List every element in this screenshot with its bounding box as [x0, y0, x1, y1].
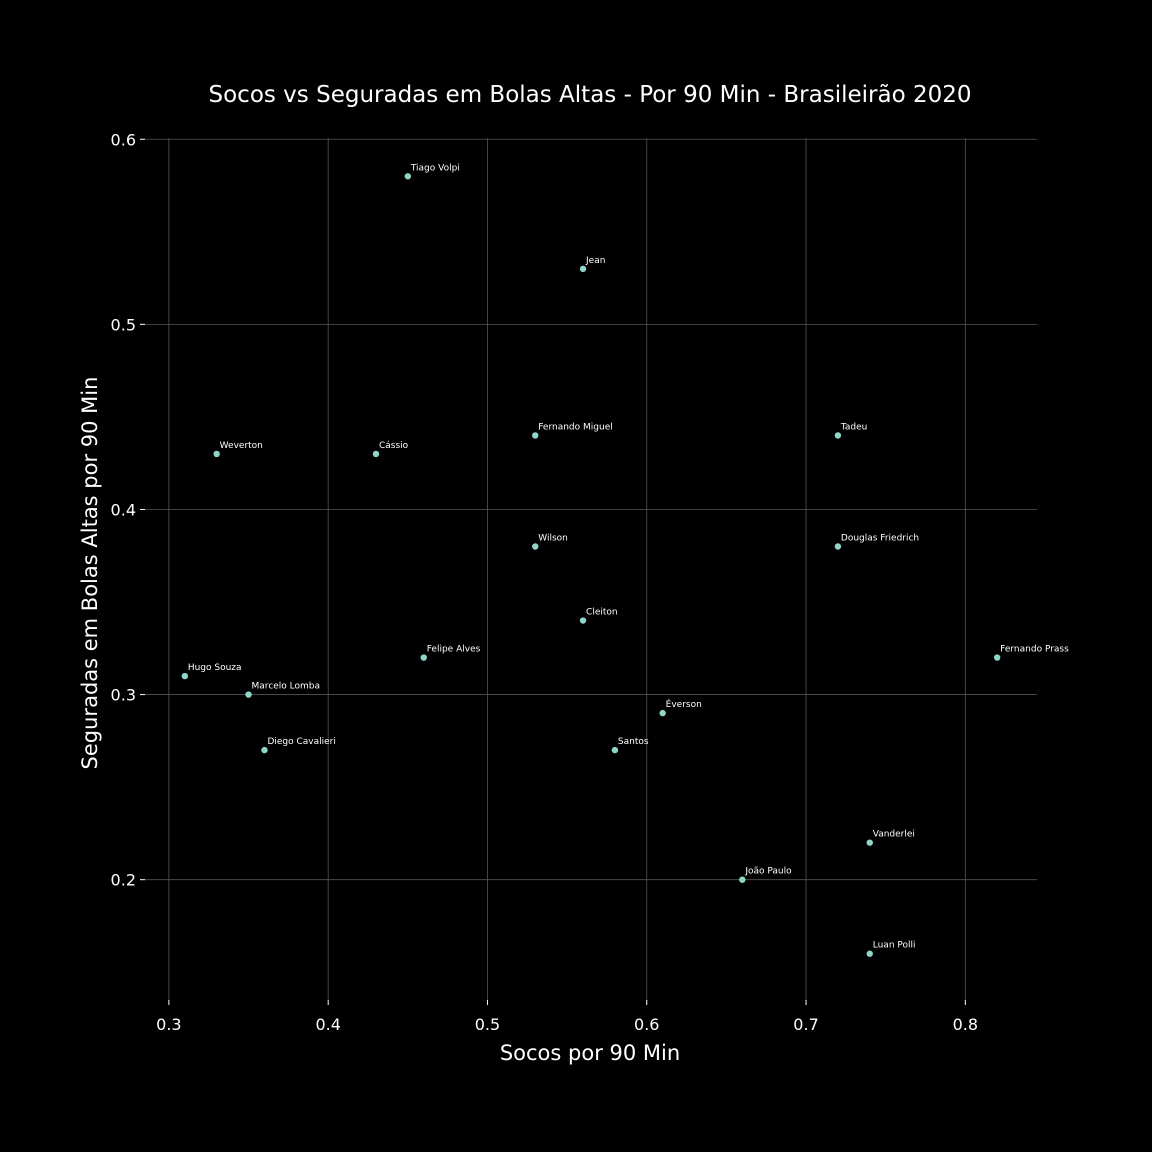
x-axis-label: Socos por 90 Min [500, 1041, 680, 1065]
data-point [420, 654, 427, 661]
data-point [404, 173, 412, 180]
data-point [532, 432, 539, 439]
y-tick-label: 0.5 [111, 315, 136, 334]
data-point [739, 876, 746, 883]
grid [145, 138, 1037, 1000]
data-point-label: Tiago Volpi [410, 163, 460, 173]
data-point [866, 839, 873, 846]
data-point [213, 450, 220, 458]
data-point [261, 746, 268, 754]
data-points [181, 173, 1001, 957]
data-point-label: Weverton [220, 441, 263, 451]
x-tick-label: 0.8 [953, 1015, 978, 1034]
data-point [372, 450, 380, 458]
data-point [245, 691, 252, 698]
data-point-label: João Paulo [744, 867, 792, 877]
x-tick-label: 0.5 [475, 1015, 500, 1034]
data-point [834, 432, 842, 439]
data-point [993, 654, 1001, 661]
y-tick-label: 0.4 [111, 500, 136, 519]
data-point [181, 672, 189, 680]
data-point [611, 746, 619, 754]
data-point-label: Vanderlei [873, 830, 915, 840]
data-point [579, 617, 587, 624]
data-point-label: Éverson [666, 698, 702, 710]
data-point-label: Marcelo Lomba [252, 682, 320, 692]
data-point [866, 950, 873, 957]
chart-title: Socos vs Seguradas em Bolas Altas - Por … [209, 82, 972, 108]
data-point-label: Felipe Alves [427, 645, 481, 655]
x-tick-label: 0.6 [634, 1015, 659, 1034]
data-point [532, 543, 539, 550]
data-point [834, 543, 842, 550]
x-tick-label: 0.7 [793, 1015, 818, 1034]
data-point-label: Hugo Souza [188, 663, 242, 673]
y-tick-label: 0.3 [111, 686, 136, 705]
x-tick-label: 0.4 [315, 1015, 340, 1034]
data-point-label: Cleiton [586, 608, 618, 618]
x-tick-label: 0.3 [156, 1015, 181, 1034]
data-point-label: Fernando Miguel [538, 422, 613, 432]
data-point-label: Luan Polli [873, 941, 916, 951]
data-point-label: Santos [618, 737, 649, 747]
point-labels: Tiago Volpi Jean Fernando Miguel Tadeu Wever… [188, 163, 1069, 950]
data-point [659, 709, 666, 717]
y-tick-label: 0.6 [111, 130, 136, 149]
data-point-label: Cássio [379, 441, 409, 451]
data-point-label: Wilson [538, 533, 568, 543]
y-axis-label: Seguradas em Bolas Altas por 90 Min [78, 377, 102, 770]
y-tick-label: 0.2 [111, 871, 136, 890]
data-point-label: Fernando Prass [1000, 645, 1069, 655]
data-point-label: Jean [585, 256, 605, 266]
axis-ticks: 0.3 0.4 0.5 0.6 0.7 0.8 0.2 0.3 0.4 0.5 0.6 [111, 130, 979, 1034]
data-point-label: Douglas Friedrich [841, 533, 919, 543]
data-point-label: Tadeu [840, 422, 867, 432]
data-point [579, 265, 587, 273]
data-point-label: Diego Cavalieri [267, 737, 335, 747]
